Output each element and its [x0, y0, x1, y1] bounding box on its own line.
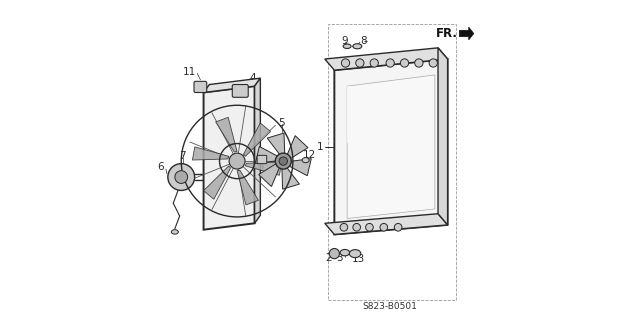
Ellipse shape	[172, 230, 179, 234]
Ellipse shape	[353, 44, 362, 49]
Ellipse shape	[340, 249, 349, 256]
Circle shape	[340, 223, 348, 231]
Polygon shape	[347, 86, 379, 144]
FancyBboxPatch shape	[194, 81, 207, 93]
Ellipse shape	[349, 249, 361, 258]
Polygon shape	[255, 146, 277, 164]
Text: 8: 8	[360, 36, 366, 46]
Text: 11: 11	[182, 67, 196, 77]
Circle shape	[341, 59, 349, 67]
Circle shape	[394, 223, 402, 231]
Circle shape	[370, 59, 378, 67]
Circle shape	[168, 164, 195, 190]
Polygon shape	[204, 166, 230, 199]
Ellipse shape	[343, 44, 351, 48]
Text: 1: 1	[317, 142, 323, 152]
FancyBboxPatch shape	[232, 85, 248, 97]
Polygon shape	[255, 78, 260, 223]
Circle shape	[415, 59, 423, 67]
Circle shape	[401, 59, 409, 67]
Polygon shape	[324, 48, 447, 70]
Polygon shape	[268, 133, 285, 154]
Ellipse shape	[302, 158, 309, 163]
Polygon shape	[347, 75, 435, 219]
Text: 12: 12	[303, 150, 316, 160]
Text: 6: 6	[157, 162, 164, 173]
Polygon shape	[460, 27, 474, 40]
Circle shape	[275, 153, 291, 169]
Text: 7: 7	[179, 151, 186, 161]
Polygon shape	[287, 136, 308, 158]
Circle shape	[279, 157, 287, 165]
Text: 4: 4	[250, 73, 257, 83]
Text: 10: 10	[252, 163, 265, 174]
Text: S823-B0501: S823-B0501	[363, 302, 418, 311]
Circle shape	[365, 223, 373, 231]
Circle shape	[380, 223, 388, 231]
Polygon shape	[237, 170, 259, 205]
Circle shape	[429, 59, 437, 67]
Text: 9: 9	[341, 36, 348, 46]
Circle shape	[356, 59, 364, 67]
Polygon shape	[193, 147, 228, 160]
Circle shape	[329, 249, 339, 259]
Polygon shape	[244, 123, 271, 156]
Polygon shape	[204, 86, 255, 230]
Text: 2: 2	[325, 253, 332, 263]
Polygon shape	[245, 162, 282, 175]
Polygon shape	[216, 117, 237, 152]
Polygon shape	[334, 59, 447, 234]
Polygon shape	[204, 78, 260, 93]
Text: FR.: FR.	[436, 27, 458, 40]
Text: 13: 13	[351, 254, 365, 264]
Circle shape	[353, 223, 360, 231]
Polygon shape	[282, 168, 300, 189]
Polygon shape	[289, 159, 311, 176]
Polygon shape	[438, 48, 447, 225]
Text: 3: 3	[336, 253, 342, 263]
Circle shape	[229, 153, 245, 169]
Circle shape	[175, 171, 188, 183]
FancyBboxPatch shape	[257, 155, 267, 164]
Polygon shape	[259, 164, 279, 187]
Text: 5: 5	[278, 118, 285, 128]
Circle shape	[386, 59, 394, 67]
Polygon shape	[324, 214, 447, 234]
